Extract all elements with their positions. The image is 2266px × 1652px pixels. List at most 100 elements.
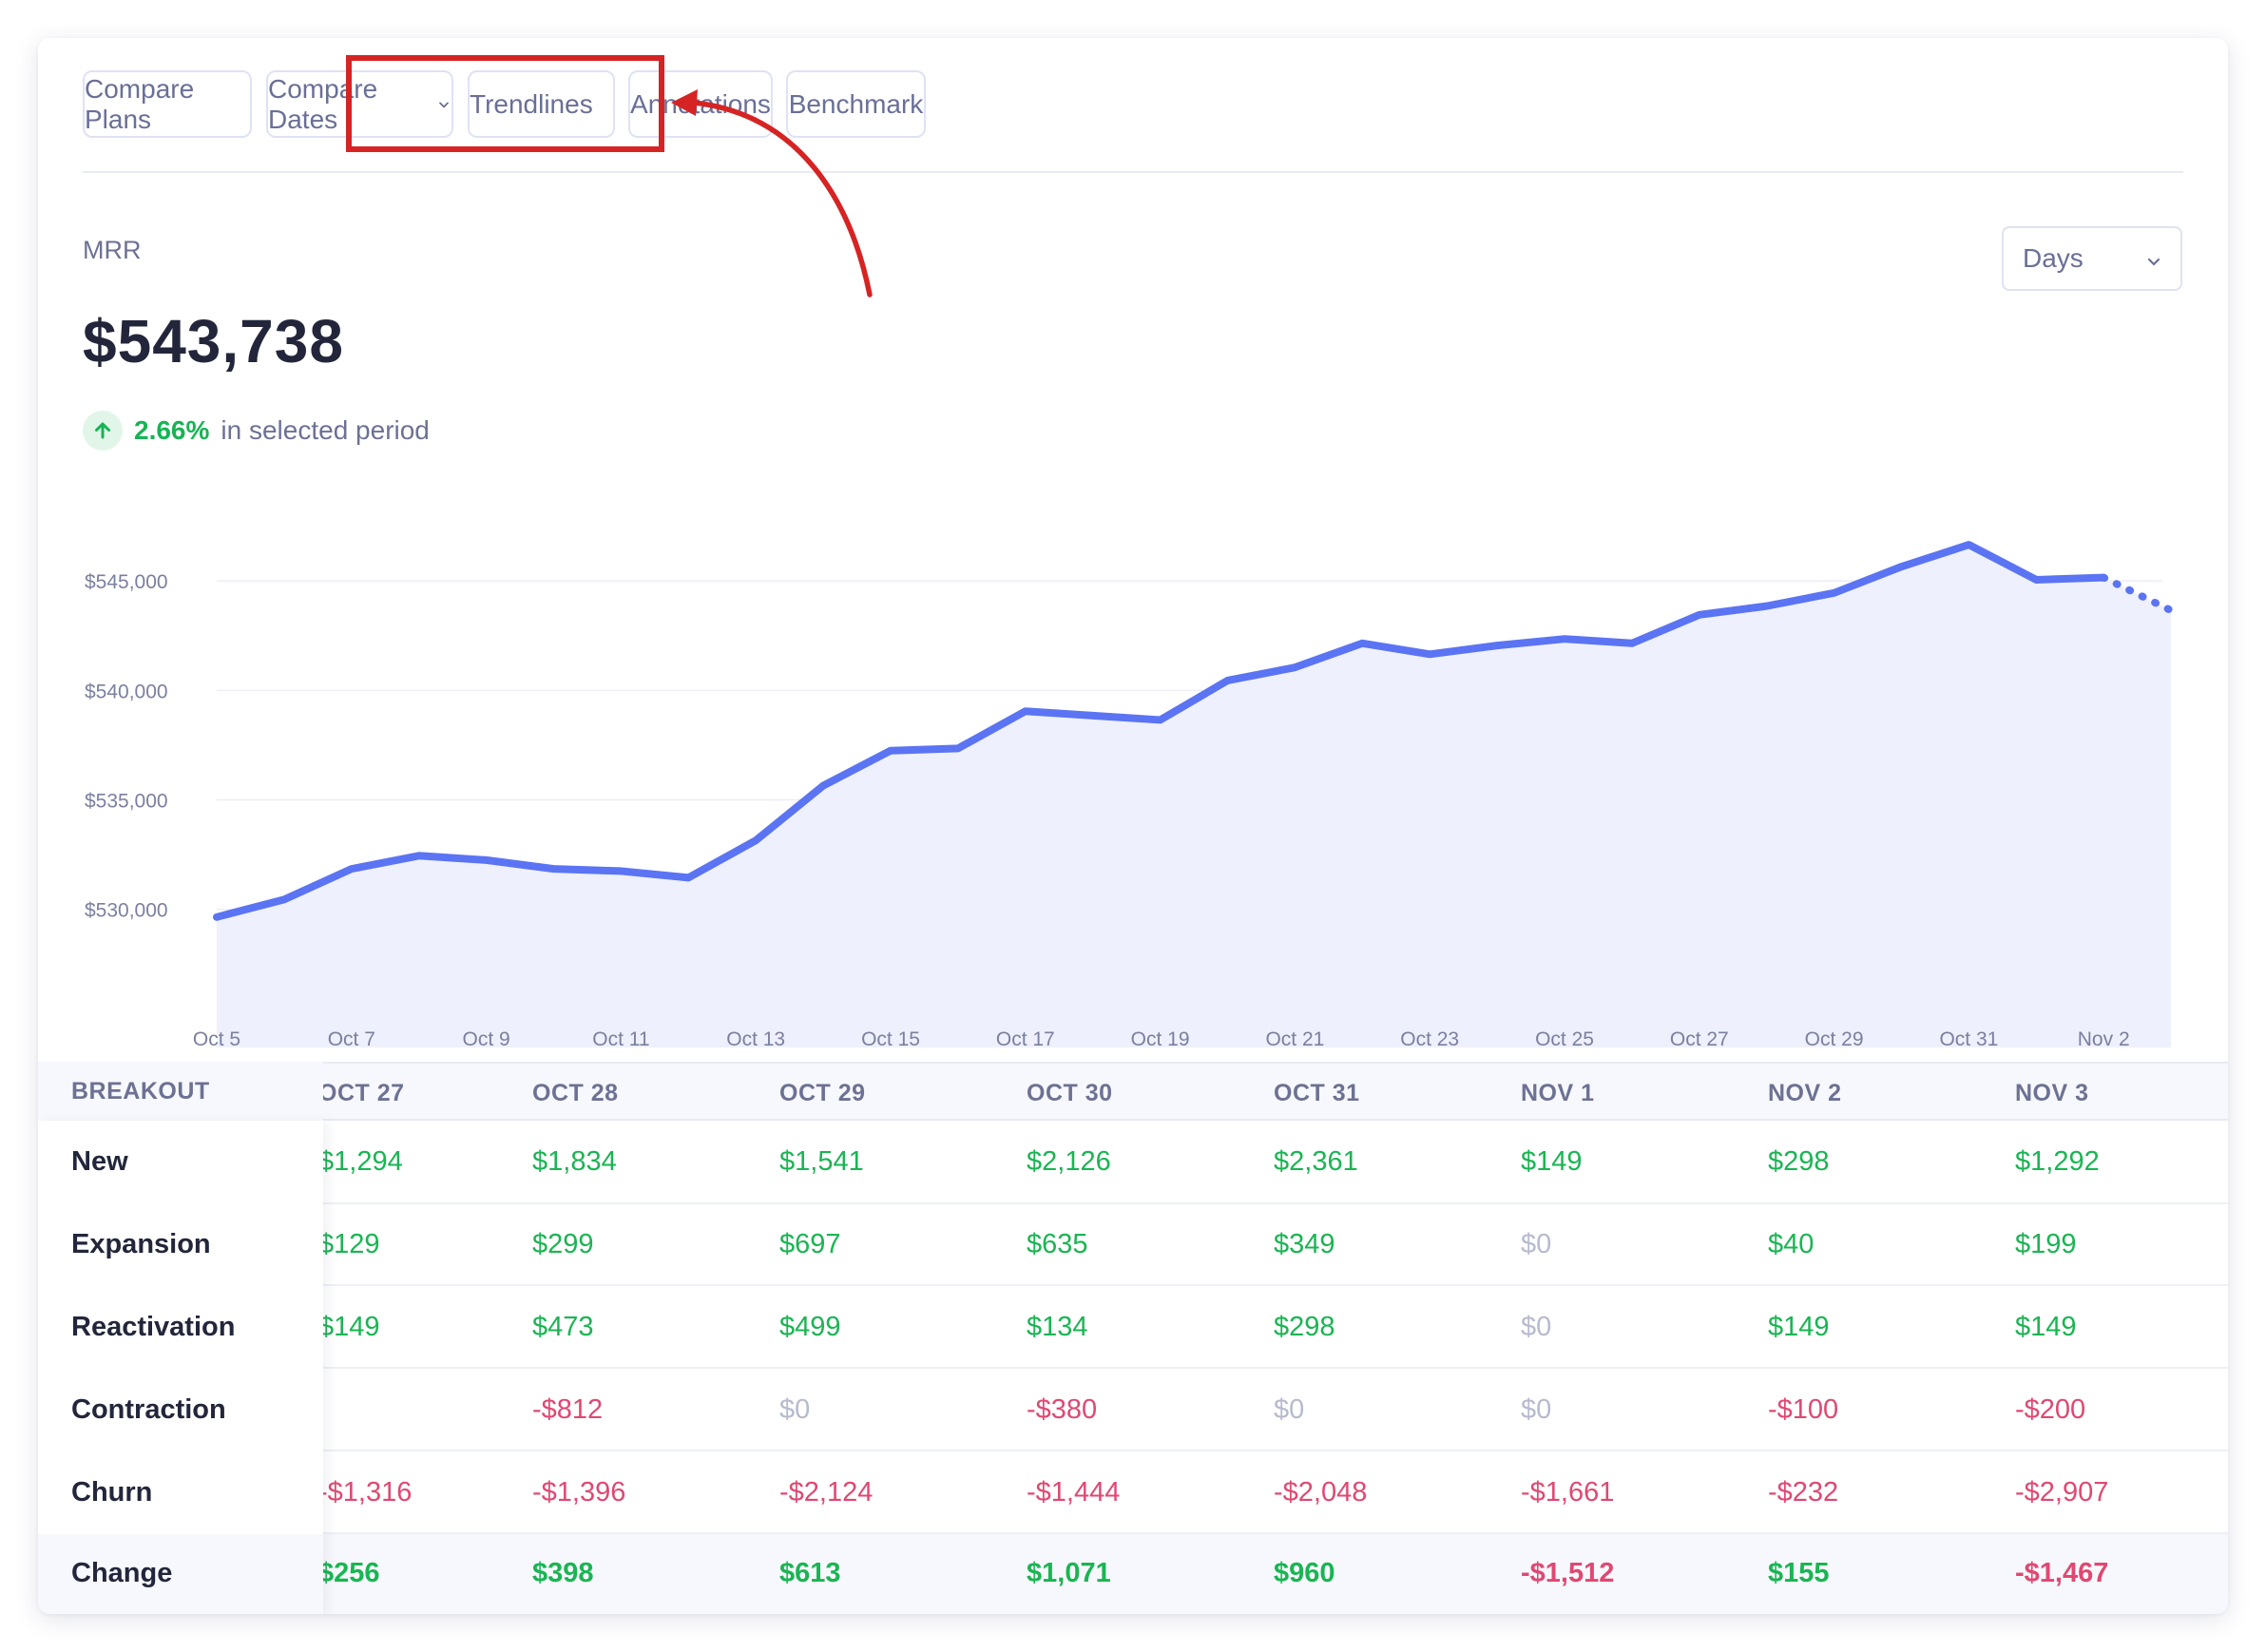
table-cell: $0: [1521, 1229, 1552, 1259]
table-cell: $155: [1768, 1558, 1830, 1588]
table-cell: $613: [779, 1558, 841, 1588]
table-cell: $2,126: [1027, 1146, 1111, 1177]
x-tick-label: Oct 15: [861, 1028, 920, 1050]
column-header: OCT 28: [532, 1080, 619, 1106]
table-cell: $2,361: [1274, 1146, 1358, 1177]
row-label: Expansion: [71, 1229, 211, 1259]
metric-label: MRR: [83, 236, 142, 264]
table-row: $256 $398 $613 $1,071 $960 -$1,512 $155 -$1,467: [38, 1534, 2228, 1614]
table-cell: $134: [1027, 1311, 1088, 1342]
table-cell: $149: [1521, 1146, 1583, 1177]
x-tick-label: Oct 21: [1265, 1028, 1324, 1050]
x-tick-label: Oct 27: [1670, 1028, 1729, 1050]
table-cell: -$2,124: [779, 1476, 874, 1508]
table-cell: $697: [779, 1229, 841, 1259]
compare-plans-button[interactable]: Compare Plans: [83, 70, 252, 138]
y-tick-label: $545,000: [85, 571, 168, 593]
chevron-down-icon: [611, 104, 613, 105]
y-tick-label: $535,000: [85, 791, 168, 813]
table-row: -$812 $0 -$380 $0 $0 -$100 -$200: [38, 1369, 2228, 1451]
table-cell: $149: [1768, 1311, 1830, 1342]
column-header: OCT 31: [1274, 1080, 1360, 1106]
table-cell: -$380: [1027, 1393, 1098, 1425]
row-label: Reactivation: [71, 1311, 236, 1342]
table-cell: $0: [1521, 1393, 1552, 1425]
table-cell: -$812: [532, 1393, 604, 1425]
y-tick-label: $530,000: [85, 900, 168, 922]
table-cell: -$1,467: [2015, 1558, 2109, 1588]
x-tick-label: Oct 23: [1400, 1028, 1459, 1050]
column-header: NOV 2: [1768, 1080, 1842, 1106]
row-label: Churn: [71, 1476, 153, 1508]
series-line: [213, 541, 2108, 921]
annotations-button[interactable]: Annotations: [628, 70, 773, 138]
table-cell: -$1,512: [1521, 1558, 1615, 1588]
table-cell: $0: [1274, 1393, 1305, 1425]
x-tick-label: Nov 2: [2078, 1028, 2130, 1050]
annotation-highlight-box: [346, 55, 664, 152]
metric-value: $543,738: [83, 307, 344, 375]
table-cell: $0: [779, 1393, 811, 1425]
annotation-arrow-icon: [671, 89, 873, 298]
breakout-header-cell: BREAKOUT: [38, 1062, 323, 1121]
table-cell: -$2,907: [2015, 1476, 2109, 1508]
table-cell: $299: [532, 1229, 594, 1259]
toolbar-divider: [83, 171, 2183, 173]
table-cell: $149: [2015, 1311, 2077, 1342]
x-tick-label: Oct 17: [996, 1028, 1055, 1050]
row-label: New: [71, 1146, 128, 1177]
table-cell: $1,294: [318, 1146, 403, 1177]
table-cell: $40: [1768, 1229, 1815, 1259]
row-label: Change: [71, 1558, 173, 1588]
table-cell: $960: [1274, 1558, 1335, 1588]
table-cell: $499: [779, 1311, 841, 1342]
x-tick-label: Oct 7: [328, 1028, 375, 1050]
change-summary: 2.66% in selected period: [83, 411, 430, 451]
chevron-down-icon: [2147, 258, 2160, 266]
table-cell: $349: [1274, 1229, 1335, 1259]
table-cell: $199: [2015, 1229, 2077, 1259]
breakout-header: BREAKOUT: [71, 1078, 210, 1105]
table-cell: -$232: [1768, 1476, 1839, 1508]
column-header: NOV 3: [2015, 1080, 2089, 1106]
x-tick-label: Oct 13: [726, 1028, 785, 1050]
change-caption: in selected period: [221, 415, 430, 445]
table-cell: $298: [1768, 1146, 1830, 1177]
trendlines-button[interactable]: Trendlines: [468, 70, 615, 138]
table-cell: -$1,396: [532, 1476, 626, 1508]
table-cell: $635: [1027, 1229, 1088, 1259]
x-tick-label: Oct 5: [193, 1028, 240, 1050]
table-cell: $1,292: [2015, 1146, 2100, 1177]
period-select[interactable]: Days: [2002, 226, 2182, 291]
table-row: $129 $299 $697 $635 $349 $0 $40 $199: [38, 1204, 2228, 1286]
x-tick-label: Oct 9: [463, 1028, 510, 1050]
mrr-chart: $530,000 $535,000 $540,000 $545,000 Oct 5 Oct…: [85, 541, 2176, 1050]
table-cell: $256: [318, 1558, 380, 1588]
table-cell: $298: [1274, 1311, 1335, 1342]
table-row: -$1,316 -$1,396 -$2,124 -$1,444 -$2,048 -$1,6…: [38, 1451, 2228, 1534]
chevron-down-icon: [439, 102, 449, 108]
table-cell: -$1,444: [1027, 1476, 1121, 1508]
table-cell: $398: [532, 1558, 594, 1588]
compare-dates-button[interactable]: Compare Dates: [266, 70, 453, 138]
table-cell: $149: [318, 1311, 380, 1342]
area-fill: [217, 545, 2172, 1047]
benchmark-button[interactable]: Benchmark: [786, 70, 926, 138]
projected-line: [2100, 573, 2176, 615]
table-cell: $129: [318, 1229, 380, 1259]
y-tick-label: $540,000: [85, 681, 168, 702]
x-tick-label: Oct 19: [1131, 1028, 1190, 1050]
table-cell: -$1,661: [1521, 1476, 1615, 1508]
mrr-card: Compare Plans Compare Dates Trendlines A…: [38, 38, 2228, 1614]
table-cell: -$1,316: [318, 1476, 413, 1508]
row-label-column: New Expansion Reactivation Contraction Churn…: [38, 1121, 323, 1614]
table-cell: -$2,048: [1274, 1476, 1368, 1508]
table-cell: $0: [1521, 1311, 1552, 1342]
table-cell: $473: [532, 1311, 594, 1342]
table-cell: $1,834: [532, 1146, 617, 1177]
column-header: OCT 30: [1027, 1080, 1113, 1106]
table-cell: $1,071: [1027, 1558, 1111, 1588]
table-header: OCT 27 OCT 28 OCT 29 OCT 30 OCT 31 NOV 1 NOV 2…: [38, 1062, 2228, 1121]
table-row: $1,294 $1,834 $1,541 $2,126 $2,361 $149 $298 $1…: [38, 1121, 2228, 1204]
table-cell: $1,541: [779, 1146, 864, 1177]
